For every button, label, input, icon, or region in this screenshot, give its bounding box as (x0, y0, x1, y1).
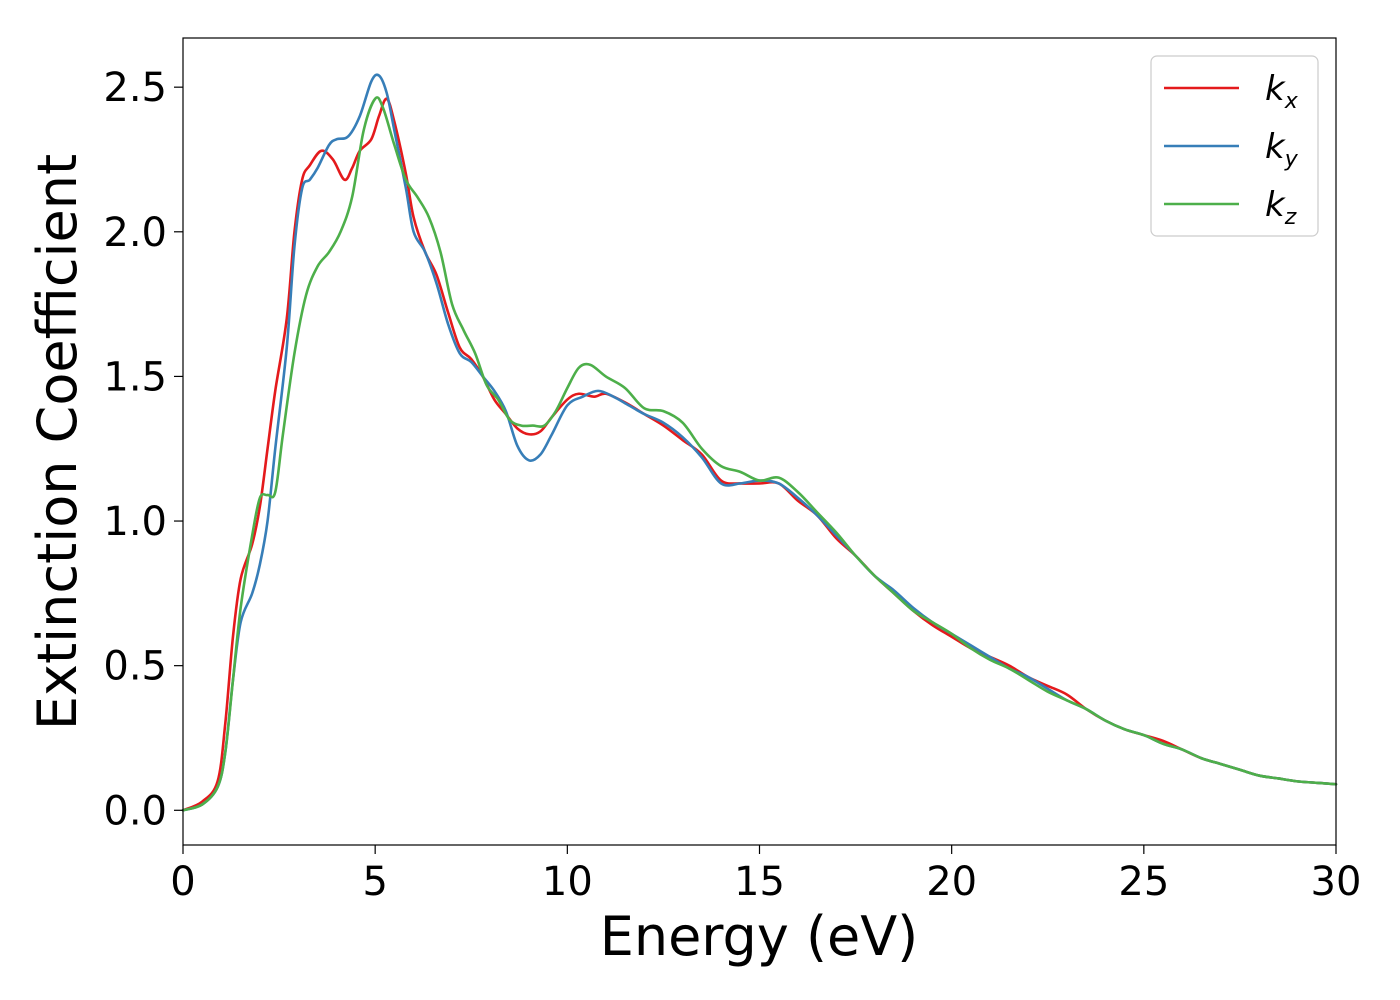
y-tick-label: 2.5 (103, 65, 167, 111)
x-tick-label: 30 (1311, 859, 1362, 905)
x-tick-label: 20 (926, 859, 977, 905)
legend-label: ky (1265, 127, 1299, 172)
x-axis-label: Energy (eV) (600, 905, 919, 968)
x-tick-label: 0 (170, 859, 195, 905)
x-tick-label: 25 (1118, 859, 1169, 905)
y-axis-ticks: 0.0 0.5 1.0 1.5 2.0 2.5 (103, 65, 183, 834)
legend-label: kx (1265, 69, 1299, 114)
legend-label-subscript: y (1284, 147, 1299, 172)
y-tick-label: 2.0 (103, 210, 167, 256)
legend-label-base: k (1265, 127, 1286, 167)
x-axis-ticks: 0 5 10 15 20 25 30 (170, 845, 1361, 905)
x-tick-label: 5 (362, 859, 387, 905)
x-tick-label: 10 (542, 859, 593, 905)
legend-label-subscript: z (1284, 205, 1297, 230)
series-layer (181, 73, 1338, 812)
y-tick-label: 1.0 (103, 499, 167, 545)
legend-label-subscript: x (1284, 89, 1299, 114)
x-tick-label: 15 (734, 859, 785, 905)
y-tick-label: 0.5 (103, 644, 167, 690)
legend-label-base: k (1265, 69, 1286, 109)
y-tick-label: 1.5 (103, 354, 167, 400)
legend-label: kz (1265, 185, 1297, 230)
series-line-kz (181, 96, 1338, 812)
y-tick-label: 0.0 (103, 788, 167, 834)
y-axis-label: Extinction Coefficient (26, 154, 89, 730)
legend-label-base: k (1265, 185, 1286, 225)
